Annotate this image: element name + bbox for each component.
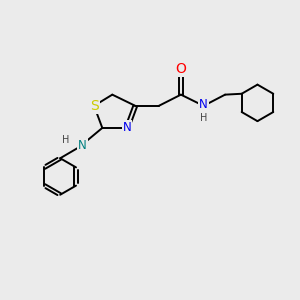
Text: N: N	[78, 139, 87, 152]
Text: N: N	[199, 98, 208, 111]
Text: S: S	[90, 99, 98, 113]
Text: N: N	[123, 122, 131, 134]
Text: O: O	[176, 62, 186, 76]
Text: H: H	[62, 135, 70, 145]
Text: H: H	[200, 112, 207, 123]
